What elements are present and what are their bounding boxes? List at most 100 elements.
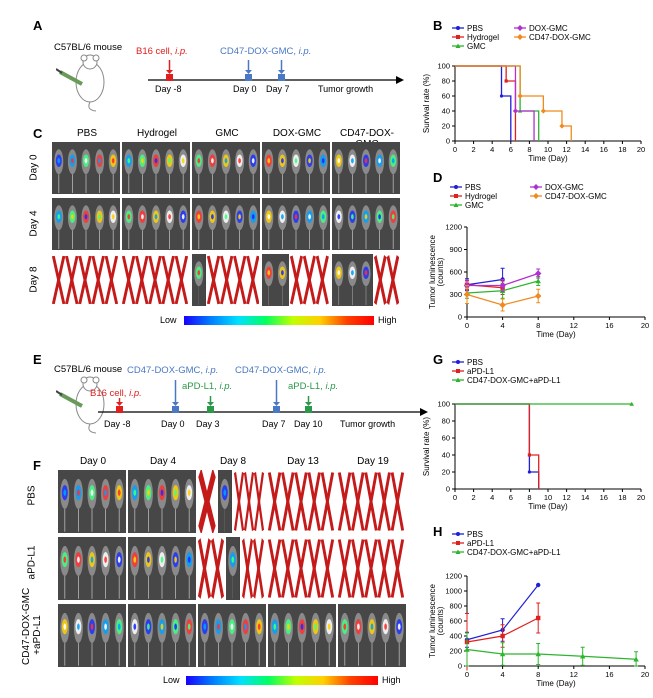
mouse-image [52,198,120,250]
x-axis-label: Time (Day) [536,330,576,339]
mouse-image [192,198,260,250]
mouse-image [122,142,190,194]
y-axis-label: Survival rate (%) [422,417,431,476]
legend-marker [456,541,460,545]
y-axis-label: Tumor luminescence [428,583,437,658]
legend-marker [456,360,460,364]
imaging-cell [332,142,400,194]
data-point [535,292,542,300]
day-label: Day -8 [155,84,182,94]
y-tick-label: 1200 [445,223,462,232]
imaging-cell [58,537,126,600]
imaging-cell [51,254,119,306]
row-header: aPD-L1 [26,545,38,579]
series-line [455,65,535,141]
deceased-cross-mark [267,472,335,531]
x-tick-label: 8 [536,321,540,330]
imaging-cell [268,604,336,667]
imaging-cell [192,198,260,250]
panel-label-g: G [433,352,444,367]
mouse-image [192,254,206,306]
column-header: DOX-GMC [272,128,322,139]
y-tick-label: 40 [442,107,450,116]
series-line [455,65,512,141]
y-tick-label: 0 [446,137,450,146]
colorbar-high-label: High [382,675,401,685]
legend-marker [453,202,459,207]
deceased-cross-mark [241,538,265,599]
tumor-growth-label: Tumor growth [340,419,396,429]
data-point [535,270,542,277]
legend-label: aPD-L1 [467,539,495,548]
imaging-cell [262,254,290,306]
data-point [559,123,565,129]
cd47-injection-label: CD47-DOX-GMC, i.p. [235,365,327,376]
x-tick-label: 16 [605,670,613,679]
y-tick-label: 600 [449,617,462,626]
y-axis-label: Tumor luminescence [428,234,437,309]
colorbar-f [186,676,378,685]
data-point [535,278,541,284]
legend-marker [455,377,461,382]
x-tick-label: 4 [490,493,494,502]
mouse-image [198,604,266,667]
row-header: CD47-DOX-GMC +aPD-L1 [21,587,43,665]
mouse-image [122,198,190,250]
data-point [499,94,504,98]
series-line [455,403,540,489]
y-tick-label: 80 [442,77,450,86]
mouse-image [128,537,196,600]
x-tick-label: 16 [605,321,613,330]
x-tick-label: 4 [501,670,505,679]
series-line [466,278,503,286]
imaging-cell [52,142,120,194]
column-header: Hydrogel [136,128,178,139]
deceased-cross-mark [206,255,260,305]
x-tick-label: 16 [600,493,608,502]
y-tick-label: 20 [442,468,450,477]
x-tick-label: 0 [453,493,457,502]
y-tick-label: 1000 [445,587,462,596]
y-axis-label: (counts) [436,257,445,286]
legend-marker [455,43,461,48]
day-label: Day 0 [233,84,257,94]
column-header: Day 4 [149,456,177,467]
legend-label: GMC [465,201,484,210]
panel-label-f: F [33,458,41,473]
legend-marker [454,185,458,189]
mouse-image [128,604,196,667]
b16-injection-label: B16 cell, i.p. [90,388,142,399]
y-tick-label: 60 [442,434,450,443]
y-tick-label: 600 [449,268,462,277]
imaging-cell [122,198,190,250]
column-header: GMC [215,128,239,139]
cd47-injection-label: CD47-DOX-GMC, i.p. [220,46,312,57]
x-tick-label: 8 [527,493,531,502]
deceased-cross-mark [373,254,399,306]
x-tick-label: 14 [581,493,589,502]
row-header: Day 8 [28,266,40,293]
y-tick-label: 800 [449,602,462,611]
y-tick-label: 100 [437,400,450,409]
legend-marker [456,35,460,39]
data-point [463,291,471,298]
deceased-cross-mark [233,471,265,532]
chart-g-survival: 0 2 4 6 8 10 12 14 16 18 20 0 20 40 60 80 100 Time (Day) S… [422,358,645,511]
imaging-cell [262,198,330,250]
x-tick-label: 0 [465,670,469,679]
series-line [455,403,540,489]
x-tick-label: 12 [562,145,570,154]
imaging-cell [58,470,126,533]
colorbar-low-label: Low [163,675,180,685]
x-axis-label: Time (Day) [536,679,576,688]
x-tick-label: 2 [472,145,476,154]
deceased-cross-mark [121,255,189,305]
data-point [633,656,639,662]
mouse-image [268,604,336,667]
imaging-cell [198,467,216,536]
row-header: Day 4 [28,210,40,237]
panel-label-a: A [33,18,43,33]
b16-injection-label: B16 cell, i.p. [136,46,188,57]
legend-label: PBS [465,183,481,192]
mouse-illustration [56,376,105,434]
